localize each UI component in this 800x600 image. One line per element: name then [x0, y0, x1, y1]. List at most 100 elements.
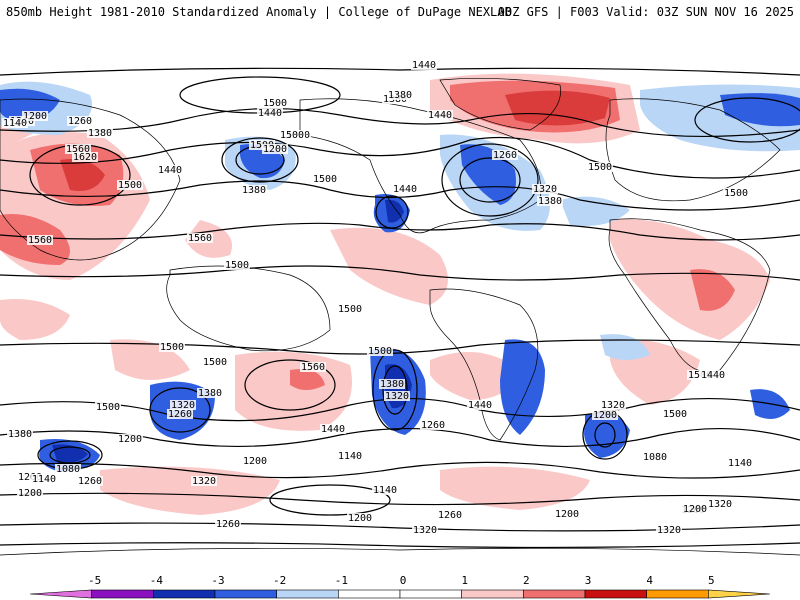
contour-value-label: 1320	[385, 391, 409, 402]
contour-value-label: 1380	[380, 379, 404, 390]
contour-label-backing	[337, 304, 363, 314]
contour-value-label: 1080	[56, 464, 80, 475]
contour-label-backing	[372, 485, 398, 495]
color-bar-tick-label: 4	[646, 574, 653, 587]
contour-line	[0, 542, 800, 549]
contour-label-backing	[31, 474, 57, 484]
contour-value-label: 1500	[663, 409, 687, 420]
contour-value-label: 1200	[348, 513, 372, 524]
contour-value-label: 1560	[301, 362, 325, 373]
contour-value-label: 1260	[493, 150, 517, 161]
color-bar-swatches	[29, 589, 771, 599]
coast-asia	[0, 98, 181, 261]
contour-label-backing	[117, 180, 143, 190]
contour-value-label: 1500	[280, 130, 304, 141]
contour-label-backing	[532, 184, 558, 194]
model-valid-time: 00Z GFS | F003 Valid: 03Z SUN NOV 16 202…	[497, 5, 794, 19]
contour-label-backing	[411, 60, 437, 70]
color-bar-tick-label: -3	[211, 574, 224, 587]
contour-value-label: 1500	[96, 402, 120, 413]
contour-label-backing	[337, 451, 363, 461]
closed-contour	[149, 387, 211, 433]
contour-label-backing	[17, 472, 43, 482]
contour-line	[0, 136, 800, 179]
contour-value-label: 1140	[338, 451, 362, 462]
contour-label-backing	[656, 525, 682, 535]
contour-line	[0, 461, 800, 479]
contour-line	[0, 265, 800, 281]
pos-anomaly-zone	[0, 299, 70, 340]
contour-value-label: 1560	[188, 233, 212, 244]
contour-value-label: 1440	[158, 165, 182, 176]
contour-value-label: 1260	[438, 510, 462, 521]
anomaly-map: 1440150013801260150014401320138015001200…	[0, 40, 800, 556]
neg-anomaly-zone	[52, 444, 88, 464]
color-bar-swatch	[153, 589, 216, 599]
color-bar-tick-labels: -5 -4 -3 -2 -1 0 1 2 3 4 5	[88, 574, 715, 587]
contour-label-backing	[642, 452, 668, 462]
map-title: 850mb Height 1981-2010 Standardized Anom…	[6, 5, 512, 19]
contour-label-backing	[241, 185, 267, 195]
pos-anomaly-zone	[60, 159, 105, 191]
closed-contour	[49, 446, 91, 464]
contour-value-label: 1200	[593, 410, 617, 421]
pos-anomaly-zone	[430, 352, 520, 400]
coast-greenland	[439, 77, 561, 131]
contour-label-backing	[262, 98, 288, 108]
contour-label-backing	[55, 464, 81, 474]
neg-anomaly-zone	[385, 199, 404, 223]
closed-contour	[459, 157, 521, 203]
contour-label-backing	[367, 346, 393, 356]
contour-line	[0, 222, 800, 241]
color-bar-tick-label: 0	[400, 574, 407, 587]
contour-label-backing	[157, 165, 183, 175]
contour-value-label: 1440	[393, 184, 417, 195]
color-bar-tick-label: -5	[88, 574, 101, 587]
contour-label-backing	[215, 519, 241, 529]
contour-label-backing	[257, 108, 283, 118]
contour-value-label: 1500	[118, 180, 142, 191]
contour-label-backing	[197, 388, 223, 398]
color-bar-tick-label: 1	[461, 574, 468, 587]
contour-label-backing	[554, 509, 580, 519]
contour-label-backing	[662, 409, 688, 419]
pos-anomaly-zone	[100, 466, 280, 515]
contour-label-backing	[437, 510, 463, 520]
color-bar-swatch	[523, 589, 586, 599]
contour-label-backing	[77, 476, 103, 486]
contour-label-backing	[67, 116, 93, 126]
contour-label-backing	[412, 525, 438, 535]
neg-anomaly-zone	[560, 196, 630, 226]
contour-value-label: 1200	[683, 504, 707, 515]
contour-value-label: 1440	[428, 110, 452, 121]
coast-europe	[605, 98, 781, 202]
contour-label-backing	[170, 400, 196, 410]
closed-contour	[694, 97, 800, 143]
contour-line	[0, 108, 800, 137]
color-bar: -5 -4 -3 -2 -1 0 1 2 3 4 5	[29, 574, 771, 599]
anomaly-fills	[0, 73, 800, 515]
contour-value-label: 1320	[192, 476, 216, 487]
contour-value-label: 1200	[23, 111, 47, 122]
contour-value-label: 1500	[225, 260, 249, 271]
color-bar-swatch	[338, 589, 401, 599]
color-bar-min-arrow	[29, 589, 92, 599]
closed-contour	[382, 365, 408, 415]
contour-line	[0, 427, 800, 448]
contour-value-label: 1380	[198, 388, 222, 399]
contour-label-backing	[65, 144, 91, 154]
closed-contour	[372, 349, 418, 431]
contour-value-label: 1500	[313, 174, 337, 185]
color-bar-tick-label: 5	[708, 574, 715, 587]
contour-value-label: 1500	[588, 162, 612, 173]
contour-label-backing	[379, 379, 405, 389]
contour-label-backing	[467, 400, 493, 410]
neg-anomaly-zone	[584, 412, 630, 458]
contour-value-label: 1440	[468, 400, 492, 411]
contour-label-backing	[224, 260, 250, 270]
contour-value-label: 1380	[388, 90, 412, 101]
coastlines	[0, 77, 800, 556]
contour-label-backing	[17, 488, 43, 498]
contour-label-backing	[72, 152, 98, 162]
color-bar-swatch	[646, 589, 709, 599]
